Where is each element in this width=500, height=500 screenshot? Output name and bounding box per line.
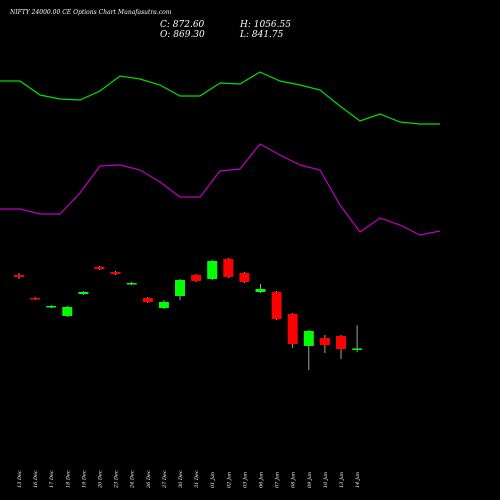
x-tick-label: 02 Jan	[226, 472, 232, 488]
candle-body	[46, 306, 57, 308]
x-tick-label: 14 Jan	[355, 472, 361, 488]
candle-body	[175, 280, 185, 296]
candle-body	[78, 292, 89, 294]
candle-body	[110, 272, 121, 274]
x-tick-label: 30 Dec	[178, 470, 184, 488]
candle-body	[94, 267, 105, 269]
x-tick-label: 17 Dec	[49, 470, 55, 488]
candle-body	[207, 261, 218, 279]
chart-title: NIFTY 24000.00 CE Options Chart Munafasu…	[9, 9, 172, 16]
candle-body	[287, 314, 298, 344]
x-tick-label: 24 Dec	[130, 470, 136, 489]
x-tick-label: 01 Jan	[210, 472, 216, 488]
candle-body	[303, 331, 314, 346]
candle-body	[319, 338, 330, 345]
x-tick-label: 03 Jan	[242, 472, 248, 488]
x-tick-label: 16 Dec	[33, 470, 39, 488]
x-tick-label: 26 Dec	[146, 470, 152, 489]
x-tick-label: 18 Dec	[65, 470, 71, 488]
ohlc-label: L: 841.75	[239, 30, 284, 40]
ohlc-label: O: 869.30	[160, 30, 205, 40]
x-tick-label: 20 Dec	[98, 470, 104, 489]
indicator-line	[0, 71, 440, 125]
candle-body	[271, 292, 282, 319]
x-tick-label: 06 Jan	[259, 472, 265, 488]
candle-body	[336, 336, 346, 349]
x-tick-label: 31 Dec	[194, 470, 200, 488]
ohlc-label: H: 1056.55	[239, 20, 291, 30]
x-tick-label: 13 Dec	[17, 470, 23, 488]
x-tick-label: 09 Jan	[307, 472, 313, 488]
candle-body	[126, 283, 137, 285]
candle-body	[239, 273, 250, 282]
candle-body	[14, 275, 24, 277]
x-tick-label: 19 Dec	[81, 470, 87, 488]
x-tick-label: 27 Dec	[162, 470, 168, 489]
candle-body	[30, 298, 41, 300]
candle-body	[191, 275, 202, 281]
candle-body	[223, 259, 234, 277]
candle-body	[62, 307, 73, 316]
x-tick-label: 23 Dec	[114, 470, 120, 489]
candle-body	[255, 289, 266, 292]
candle-body	[142, 298, 153, 302]
ohlc-label: C: 872.60	[160, 20, 205, 30]
x-tick-label: 10 Jan	[323, 472, 329, 488]
x-tick-label: 13 Jan	[339, 472, 345, 488]
x-tick-label: 07 Jan	[275, 472, 281, 488]
x-tick-label: 08 Jan	[291, 472, 297, 488]
indicator-line	[0, 143, 441, 236]
candle-body	[352, 348, 363, 350]
candle-body	[158, 302, 169, 308]
